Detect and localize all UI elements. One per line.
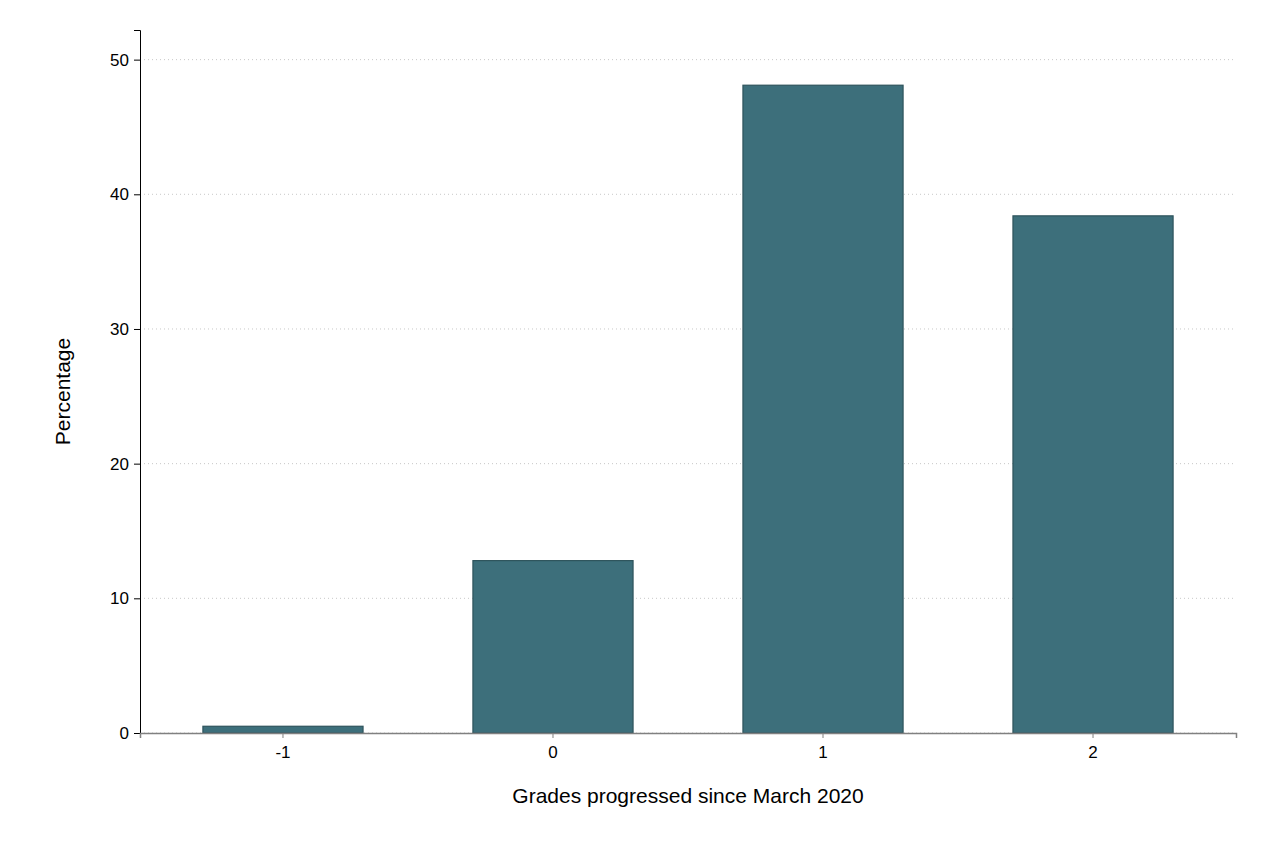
x-tick: -1 [275, 733, 290, 762]
x-axis-line [141, 734, 1237, 739]
y-tick-mark [134, 464, 140, 465]
y-tick-label: 30 [110, 320, 129, 339]
y-tick-mark [134, 60, 140, 61]
y-axis-line [134, 31, 141, 734]
x-tick-mark [823, 733, 824, 738]
y-tick-label: 20 [110, 455, 129, 474]
y-tick-mark [134, 733, 140, 734]
y-tick: 30 [110, 320, 140, 339]
y-axis: 0 10 20 30 40 50 [110, 31, 140, 743]
y-tick-mark [134, 194, 140, 195]
grid-line [140, 194, 1236, 195]
x-axis-title: Grades progressed since March 2020 [512, 784, 863, 807]
x-tick-label: 1 [818, 743, 827, 762]
y-tick-mark [134, 329, 140, 330]
y-tick: 10 [110, 589, 140, 608]
bar [1013, 216, 1173, 733]
bar [473, 561, 633, 733]
x-tick: 1 [818, 733, 827, 762]
y-tick: 0 [120, 724, 140, 743]
bars [203, 85, 1173, 733]
y-tick: 20 [110, 455, 140, 474]
x-tick-mark [1093, 733, 1094, 738]
x-tick: 0 [548, 733, 557, 762]
x-axis: -1 0 1 2 [141, 733, 1237, 762]
grid [140, 60, 1236, 733]
y-axis-title: Percentage [51, 338, 74, 445]
x-tick-label: -1 [275, 743, 290, 762]
x-tick: 2 [1088, 733, 1097, 762]
x-tick-label: 2 [1088, 743, 1097, 762]
bar [203, 726, 363, 733]
y-tick: 40 [110, 185, 140, 204]
y-tick-label: 40 [110, 185, 129, 204]
y-tick-label: 10 [110, 589, 129, 608]
x-tick-label: 0 [548, 743, 557, 762]
x-tick-mark [552, 733, 553, 738]
y-tick: 50 [110, 51, 140, 70]
plot-area: 0 10 20 30 40 50 -1 0 1 2 [110, 31, 1236, 763]
x-tick-mark [282, 733, 283, 738]
y-tick-mark [134, 598, 140, 599]
bar [743, 85, 903, 733]
y-tick-label: 50 [110, 51, 129, 70]
grid-line [140, 59, 1236, 60]
y-tick-label: 0 [120, 724, 129, 743]
chart: 0 10 20 30 40 50 -1 0 1 2 Grades progressed since … [0, 0, 1266, 844]
